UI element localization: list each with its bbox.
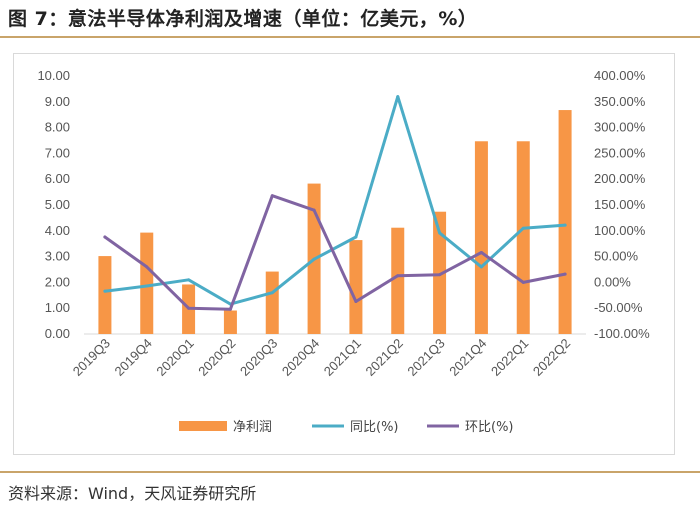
line-qoq-point	[312, 208, 316, 212]
line-qoq-point	[270, 194, 274, 198]
right-tick-label: -100.00%	[594, 326, 650, 341]
x-tick-label: 2020Q2	[195, 336, 238, 379]
right-tick-label: 350.00%	[594, 94, 646, 109]
left-tick-label: 8.00	[45, 120, 70, 135]
right-tick-label: 400.00%	[594, 68, 646, 83]
bar-2019Q4	[140, 232, 154, 334]
line-yoy-point	[521, 226, 525, 230]
legend-label: 同比(%)	[350, 420, 399, 435]
line-qoq-point	[563, 272, 567, 276]
left-axis: 0.00 1.00 2.00 3.00 4.00 5.00 6.00 7.00 8.00 9.00…	[37, 68, 70, 341]
left-tick-label: 4.00	[45, 223, 70, 238]
left-tick-label: 0.00	[45, 326, 70, 341]
bar-2022Q1	[516, 141, 530, 334]
right-tick-label: 0.00%	[594, 274, 631, 289]
left-tick-label: 6.00	[45, 171, 70, 186]
left-tick-label: 1.00	[45, 300, 70, 315]
left-tick-label: 2.00	[45, 274, 70, 289]
right-tick-label: 50.00%	[594, 249, 639, 264]
legend-swatch	[179, 421, 227, 431]
left-tick-label: 5.00	[45, 197, 70, 212]
line-yoy-point	[563, 223, 567, 227]
right-tick-label: 200.00%	[594, 171, 646, 186]
x-tick-label: 2021Q2	[363, 336, 406, 379]
bar-2021Q2	[391, 227, 405, 334]
right-tick-label: 150.00%	[594, 197, 646, 212]
bar-2019Q3	[98, 256, 112, 334]
legend: 净利润 同比(%) 环比(%)	[179, 420, 514, 435]
line-qoq-point	[521, 280, 525, 284]
bar-2020Q3	[265, 271, 279, 334]
legend-item: 同比(%)	[312, 420, 399, 435]
line-yoy-point	[187, 278, 191, 282]
line-yoy-point	[312, 257, 316, 261]
x-tick-label: 2022Q1	[488, 336, 531, 379]
right-tick-label: 100.00%	[594, 223, 646, 238]
x-tick-label: 2020Q1	[153, 336, 196, 379]
x-tick-label: 2021Q1	[321, 336, 364, 379]
line-qoq-point	[438, 273, 442, 277]
bar-2021Q1	[349, 240, 363, 334]
line-qoq-point	[103, 235, 107, 239]
left-tick-label: 7.00	[45, 145, 70, 160]
line-yoy-point	[145, 284, 149, 288]
figure-title: 图 7：意法半导体净利润及增速（单位：亿美元，%）	[8, 8, 478, 30]
line-yoy-point	[438, 231, 442, 235]
chart-frame: 0.00 1.00 2.00 3.00 4.00 5.00 6.00 7.00 8.00 9.00…	[13, 53, 675, 455]
x-tick-label: 2019Q3	[70, 336, 113, 379]
line-yoy-point	[103, 289, 107, 293]
left-tick-label: 3.00	[45, 249, 70, 264]
left-tick-label: 9.00	[45, 94, 70, 109]
bar-2020Q2	[223, 310, 237, 334]
line-qoq	[103, 194, 567, 311]
bar-2021Q3	[433, 211, 447, 334]
x-axis: 2019Q32019Q42020Q12020Q22020Q32020Q42021…	[70, 336, 573, 379]
line-series	[103, 95, 567, 311]
combo-chart: 0.00 1.00 2.00 3.00 4.00 5.00 6.00 7.00 8.00 9.00…	[37, 68, 650, 435]
line-qoq-point	[187, 306, 191, 310]
right-tick-label: -50.00%	[594, 300, 643, 315]
line-yoy-point	[396, 95, 400, 99]
source-note: 资料来源：Wind，天风证券研究所	[8, 484, 257, 503]
legend-item: 环比(%)	[427, 420, 514, 435]
x-tick-label: 2019Q4	[112, 336, 155, 379]
x-tick-label: 2020Q4	[279, 336, 322, 379]
right-tick-label: 250.00%	[594, 145, 646, 160]
x-tick-label: 2021Q3	[404, 336, 447, 379]
line-yoy-point	[479, 265, 483, 269]
line-yoy	[103, 95, 567, 306]
x-tick-label: 2022Q2	[530, 336, 573, 379]
line-qoq-point	[228, 307, 232, 311]
line-yoy-point	[354, 235, 358, 239]
x-tick-label: 2021Q4	[446, 336, 489, 379]
line-qoq-point	[479, 250, 483, 254]
legend-label: 净利润	[233, 420, 272, 435]
bar-2022Q2	[558, 110, 572, 334]
line-qoq-point	[145, 265, 149, 269]
right-tick-label: 300.00%	[594, 120, 646, 135]
bar-2021Q4	[474, 141, 488, 334]
legend-item: 净利润	[179, 420, 272, 435]
bar-series-net-profit	[98, 110, 572, 334]
legend-label: 环比(%)	[465, 420, 514, 435]
line-qoq-point	[354, 299, 358, 303]
right-axis: -100.00% -50.00% 0.00% 50.00% 100.00% 150.00%…	[594, 68, 650, 341]
x-tick-label: 2020Q3	[237, 336, 280, 379]
line-qoq-point	[396, 274, 400, 278]
line-yoy-point	[270, 291, 274, 295]
source-divider	[0, 471, 700, 473]
left-tick-label: 10.00	[37, 68, 70, 83]
title-divider	[0, 36, 700, 38]
